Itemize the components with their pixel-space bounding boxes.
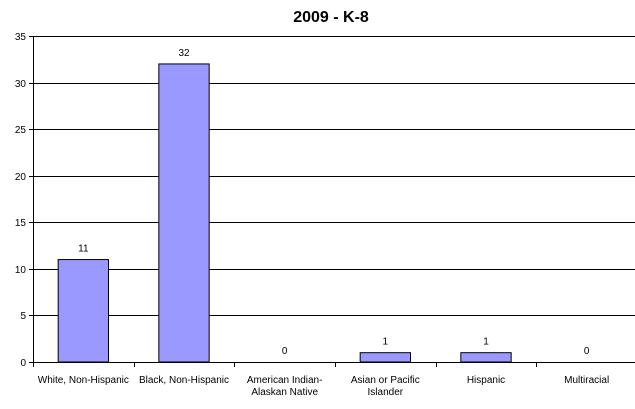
y-tick-label: 10 <box>15 265 27 276</box>
category-label-line: Alaskan Native <box>251 387 318 398</box>
category-label: Multiracial <box>564 375 609 386</box>
category-label: Hispanic <box>467 375 505 386</box>
bars <box>57 63 512 363</box>
chart-title: 2009 - K-8 <box>293 9 369 26</box>
gridlines <box>33 36 635 316</box>
category-label: White, Non-Hispanic <box>38 375 129 386</box>
bar <box>57 259 109 363</box>
bar <box>359 352 411 363</box>
y-tick-label: 30 <box>15 79 27 90</box>
category-labels: White, Non-Hispanic Black, Non-Hispanic Am… <box>38 375 609 398</box>
y-tick-label: 5 <box>20 311 26 322</box>
category-label-line: Islander <box>368 387 404 398</box>
data-label: 11 <box>78 244 89 255</box>
bar <box>158 63 210 363</box>
y-tick-label: 35 <box>15 32 27 43</box>
category-label-line: American Indian- <box>247 375 323 386</box>
category-label: Asian or Pacific Islander <box>351 375 420 398</box>
y-tick-label: 25 <box>15 125 27 136</box>
y-tick-label: 20 <box>15 172 27 183</box>
data-label: 0 <box>584 346 590 357</box>
data-label: 1 <box>383 337 389 348</box>
category-label-line: Multiracial <box>564 375 609 386</box>
data-label: 1 <box>483 337 489 348</box>
y-tick-label: 15 <box>15 218 27 229</box>
data-label: 0 <box>282 346 288 357</box>
category-label: American Indian-Alaskan Native <box>247 375 323 398</box>
category-label: Black, Non-Hispanic <box>139 375 229 386</box>
category-label-line: White, Non-Hispanic <box>38 375 129 386</box>
category-label-line: Hispanic <box>467 375 505 386</box>
y-tick-label: 0 <box>20 358 26 369</box>
category-label-line: Black, Non-Hispanic <box>139 375 229 386</box>
data-label: 32 <box>178 48 190 59</box>
category-label-line: Asian or Pacific <box>351 375 420 386</box>
bar <box>460 352 512 363</box>
